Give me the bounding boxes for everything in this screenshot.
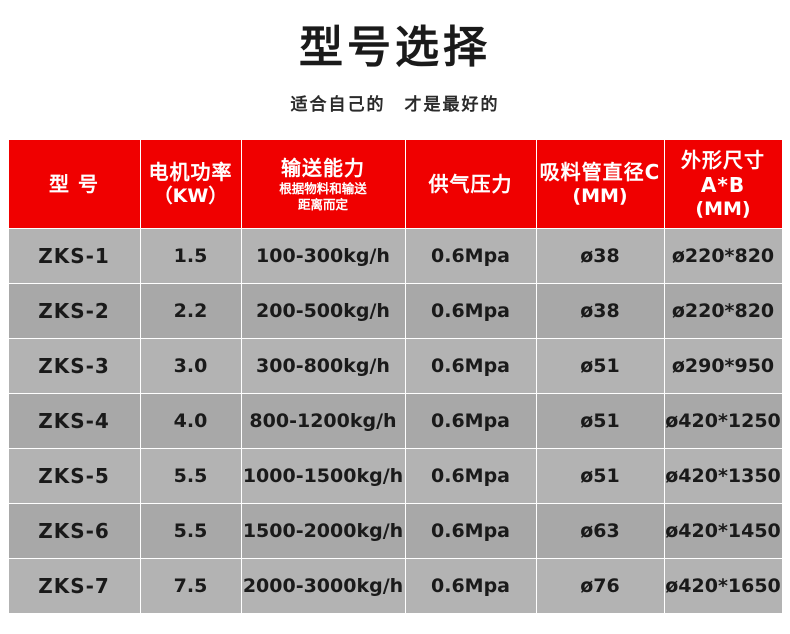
column-header-capacity: 输送能力 根据物料和输送 距离而定 bbox=[240, 139, 406, 230]
cell-capacity: 200-500kg/h bbox=[240, 283, 406, 340]
cell-model: ZKS-3 bbox=[7, 338, 141, 395]
cell-power: 3.0 bbox=[139, 338, 242, 395]
cell-pressure: 0.6Mpa bbox=[404, 228, 537, 285]
cell-pressure: 0.6Mpa bbox=[404, 448, 537, 505]
cell-capacity: 2000-3000kg/h bbox=[240, 558, 406, 615]
table-row: ZKS-1 1.5 100-300kg/h 0.6Mpa ø38 ø220*82… bbox=[7, 228, 783, 285]
page-subtitle: 适合自己的 才是最好的 bbox=[290, 95, 500, 116]
cell-pipe-diameter: ø38 bbox=[535, 283, 665, 340]
cell-power: 1.5 bbox=[139, 228, 242, 285]
cell-pipe-diameter: ø51 bbox=[535, 393, 665, 450]
cell-dimensions: ø420*1450 bbox=[663, 503, 783, 560]
table-row: ZKS-6 5.5 1500-2000kg/h 0.6Mpa ø63 ø420*… bbox=[7, 503, 783, 560]
table-header-row: 型 号 电机功率 （KW） 输送能力 根据物料和输送 距离而定 供气压力 吸料管直… bbox=[7, 139, 783, 230]
table-row: ZKS-3 3.0 300-800kg/h 0.6Mpa ø51 ø290*95… bbox=[7, 338, 783, 395]
cell-pipe-diameter: ø63 bbox=[535, 503, 665, 560]
cell-pipe-diameter: ø51 bbox=[535, 338, 665, 395]
cell-pressure: 0.6Mpa bbox=[404, 393, 537, 450]
table-row: ZKS-4 4.0 800-1200kg/h 0.6Mpa ø51 ø420*1… bbox=[7, 393, 783, 450]
table-row: ZKS-7 7.5 2000-3000kg/h 0.6Mpa ø76 ø420*… bbox=[7, 558, 783, 615]
column-header-model: 型 号 bbox=[7, 139, 141, 230]
cell-capacity: 800-1200kg/h bbox=[240, 393, 406, 450]
cell-power: 4.0 bbox=[139, 393, 242, 450]
model-selection-table: 型 号 电机功率 （KW） 输送能力 根据物料和输送 距离而定 供气压力 吸料管直… bbox=[7, 139, 783, 615]
column-header-dimensions: 外形尺寸A*B (MM) bbox=[663, 139, 783, 230]
cell-model: ZKS-7 bbox=[7, 558, 141, 615]
cell-dimensions: ø420*1250 bbox=[663, 393, 783, 450]
cell-capacity: 1500-2000kg/h bbox=[240, 503, 406, 560]
table-row: ZKS-5 5.5 1000-1500kg/h 0.6Mpa ø51 ø420*… bbox=[7, 448, 783, 505]
cell-pipe-diameter: ø38 bbox=[535, 228, 665, 285]
cell-model: ZKS-1 bbox=[7, 228, 141, 285]
cell-capacity: 100-300kg/h bbox=[240, 228, 406, 285]
cell-power: 5.5 bbox=[139, 503, 242, 560]
table-header: 型 号 电机功率 （KW） 输送能力 根据物料和输送 距离而定 供气压力 吸料管直… bbox=[7, 139, 783, 230]
cell-pipe-diameter: ø76 bbox=[535, 558, 665, 615]
cell-dimensions: ø420*1650 bbox=[663, 558, 783, 615]
table-body: ZKS-1 1.5 100-300kg/h 0.6Mpa ø38 ø220*82… bbox=[7, 228, 783, 615]
cell-pressure: 0.6Mpa bbox=[404, 503, 537, 560]
cell-pressure: 0.6Mpa bbox=[404, 283, 537, 340]
cell-pressure: 0.6Mpa bbox=[404, 558, 537, 615]
column-header-capacity-note: 根据物料和输送 距离而定 bbox=[279, 181, 367, 212]
cell-power: 7.5 bbox=[139, 558, 242, 615]
column-header-pressure: 供气压力 bbox=[404, 139, 537, 230]
cell-model: ZKS-5 bbox=[7, 448, 141, 505]
cell-capacity: 300-800kg/h bbox=[240, 338, 406, 395]
cell-power: 2.2 bbox=[139, 283, 242, 340]
cell-dimensions: ø220*820 bbox=[663, 283, 783, 340]
cell-power: 5.5 bbox=[139, 448, 242, 505]
cell-model: ZKS-6 bbox=[7, 503, 141, 560]
column-header-power: 电机功率 （KW） bbox=[139, 139, 242, 230]
cell-dimensions: ø420*1350 bbox=[663, 448, 783, 505]
table-row: ZKS-2 2.2 200-500kg/h 0.6Mpa ø38 ø220*82… bbox=[7, 283, 783, 340]
page-title: 型号选择 bbox=[299, 22, 491, 73]
cell-pipe-diameter: ø51 bbox=[535, 448, 665, 505]
cell-pressure: 0.6Mpa bbox=[404, 338, 537, 395]
column-header-pipe-diameter: 吸料管直径C (MM) bbox=[535, 139, 665, 230]
cell-capacity: 1000-1500kg/h bbox=[240, 448, 406, 505]
cell-model: ZKS-2 bbox=[7, 283, 141, 340]
cell-dimensions: ø220*820 bbox=[663, 228, 783, 285]
cell-model: ZKS-4 bbox=[7, 393, 141, 450]
cell-dimensions: ø290*950 bbox=[663, 338, 783, 395]
